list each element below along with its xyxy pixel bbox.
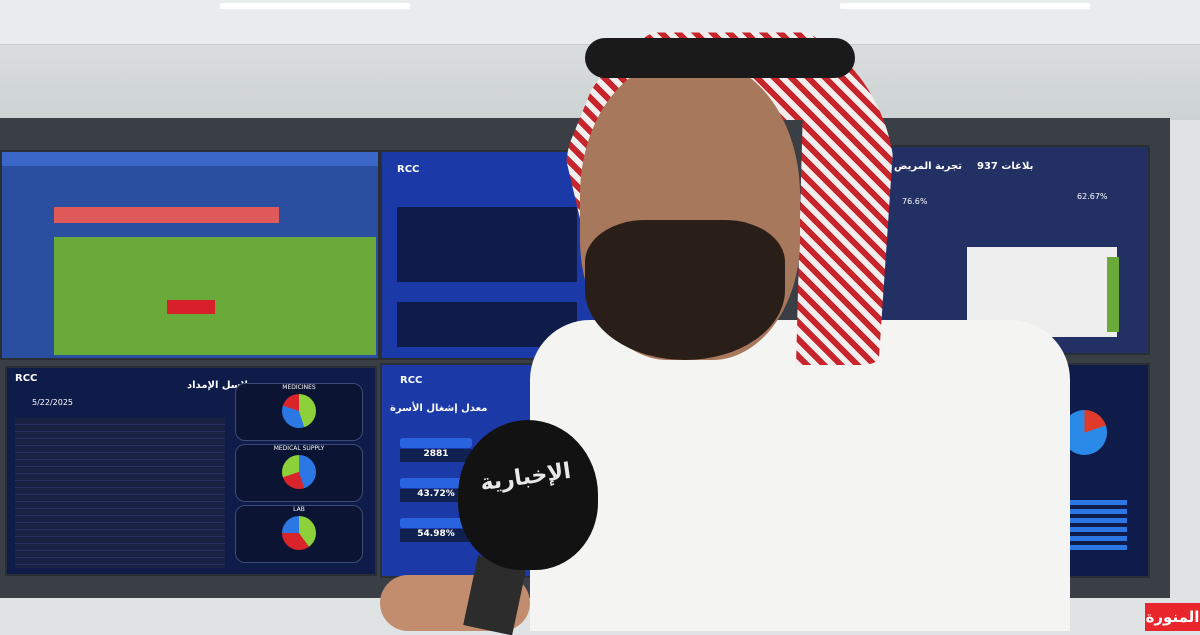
kpi-value: 2881 [400,449,472,462]
person-beard [585,220,785,360]
gauge-value: 76.6% [902,197,928,206]
donut-chart [282,516,316,550]
date-value: 5/22/2025 [32,398,74,407]
rcc-logo: RCC [400,375,423,386]
person-agal [585,38,855,78]
screen-supply-chain: RCC سلاسل الإمداد 5/22/2025 MEDICINES ME… [5,366,377,576]
screen-title: سلاسل الإمداد [187,380,259,391]
chart-card: MEDICINES [235,383,363,441]
chart-card: MEDICAL SUPPLY [235,444,363,502]
ceiling-light [840,3,1090,9]
screen-title: معدل إشغال الأسرة [390,403,488,414]
kpi-value: 43.72% [400,489,472,502]
kpi-value: 54.98% [400,529,472,542]
data-table [15,418,225,568]
microphone [458,420,598,570]
person-thobe [530,320,1070,631]
screen-spreadsheet [0,150,380,360]
rcc-logo: RCC [397,164,420,175]
reports-count: بلاغات 937 [977,161,1034,172]
rcc-logo: RCC [15,373,38,384]
screen-title: تجربة المريض [894,161,962,172]
kpi-value: 62.67% [1077,192,1108,201]
donut-chart [282,394,316,428]
ceiling-light [220,3,410,9]
chart-card: LAB [235,505,363,563]
donut-chart [282,455,316,489]
location-ticker: المنورة [1145,603,1200,631]
